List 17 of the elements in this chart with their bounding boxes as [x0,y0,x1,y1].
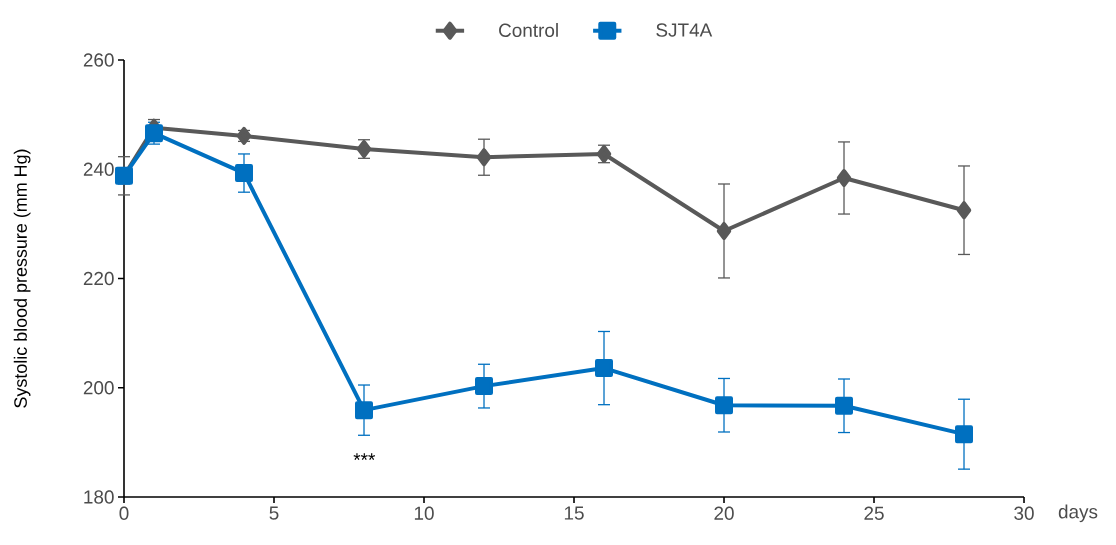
y-tick-label: 260 [83,53,114,67]
x-axis-title: days [1058,504,1098,523]
y-tick-label: 200 [83,381,114,395]
x-tick-label: 5 [269,506,279,520]
x-tick-label: 20 [714,506,734,520]
x-tick-label: 30 [1014,506,1034,520]
y-axis-title: Systolic blood pressure (mm Hg) [13,149,31,408]
y-tick-label: 180 [84,490,114,504]
x-tick-label: 10 [414,506,434,520]
legend-label: Control [499,23,558,38]
x-tick-label: 0 [119,506,129,520]
legend-label: SJT4A [656,23,713,37]
annotation: *** [353,453,376,460]
x-tick-label: 25 [864,506,884,520]
y-tick-label: 220 [83,271,114,286]
y-tick-label: 240 [83,162,114,176]
x-tick-label: 15 [564,506,584,520]
